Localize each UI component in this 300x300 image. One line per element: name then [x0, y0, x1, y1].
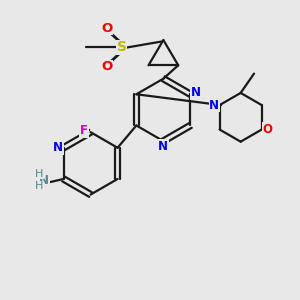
- Text: H: H: [35, 182, 43, 191]
- Text: O: O: [101, 60, 112, 73]
- Text: H: H: [35, 169, 43, 178]
- Text: O: O: [262, 123, 272, 136]
- Text: N: N: [209, 99, 219, 112]
- Text: N: N: [158, 140, 168, 153]
- Text: S: S: [117, 40, 127, 55]
- Text: F: F: [80, 124, 88, 137]
- Text: O: O: [101, 22, 112, 34]
- Text: N: N: [191, 86, 201, 99]
- Text: N: N: [53, 141, 63, 154]
- Text: N: N: [39, 174, 49, 187]
